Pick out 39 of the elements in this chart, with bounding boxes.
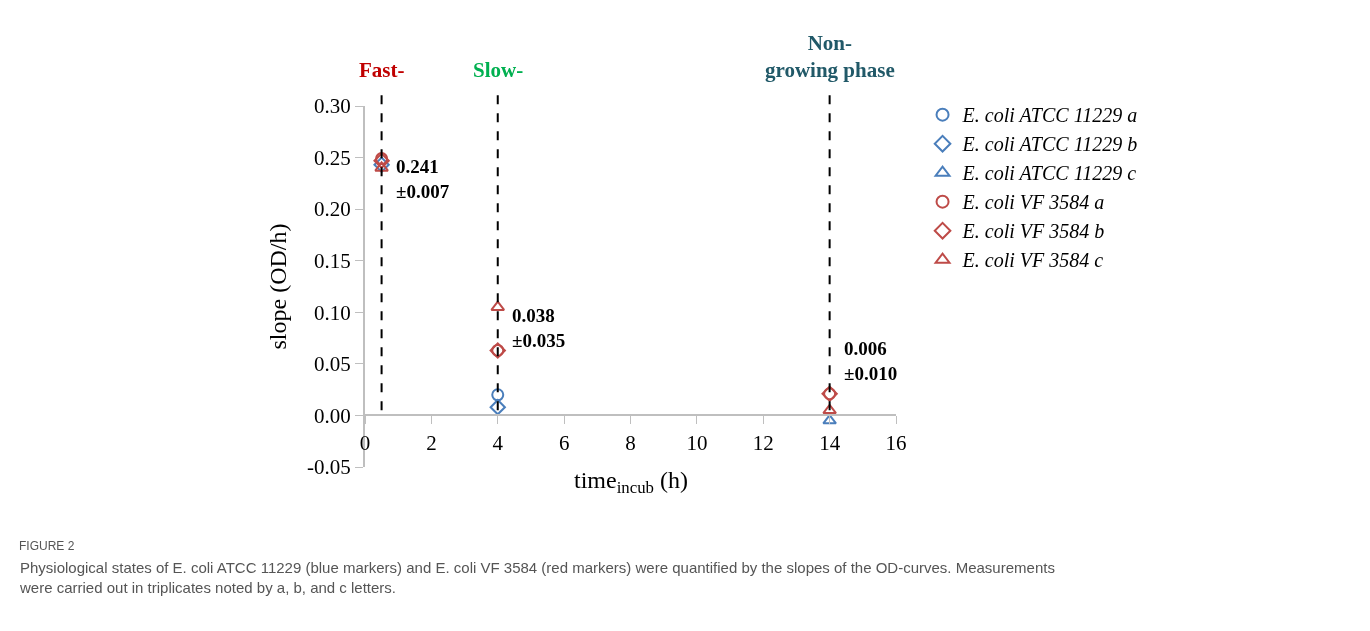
x-tick-label: 14 [819, 430, 841, 455]
x-axis-title: time$_{incub}$ (h) [574, 467, 688, 498]
y-tick-label: 0.20 [314, 197, 351, 222]
x-tick-label: 0 [359, 430, 371, 455]
legend-label: E. coli VF 3584 b [961, 220, 1105, 243]
x-tick-label: 4 [492, 430, 504, 455]
y-tick-label: 0.25 [314, 145, 351, 170]
x-tick-label: 6 [558, 430, 570, 455]
point [373, 156, 390, 173]
x-tick-label: 8 [625, 430, 636, 455]
point [491, 388, 505, 402]
legend-label: E. coli ATCC 11229 b [961, 133, 1138, 156]
annotation: 0.241 ±0.007 [396, 156, 450, 202]
legend-label: E. coli ATCC 11229 c [961, 162, 1137, 185]
text: Physiological states of E. coli ATCC 11229 (blue markers) and E. coli VF 3584 (red markers) were quantified by the slopes of the OD-curves. Measurements were carried out in triplicates noted by a, b, and c letters. [19, 559, 1055, 596]
ref-line-label: Fast- [359, 58, 405, 82]
legend-label: E. coli VF 3584 c [961, 249, 1104, 272]
y-tick-label: -0.05 [307, 455, 351, 480]
x-tick-label: 12 [752, 430, 774, 455]
x-tick-label: 10 [686, 430, 708, 455]
ref-line-label: Non- growing phase [765, 31, 895, 83]
caption: FIGURE 2 [19, 539, 75, 553]
y-tick-label: 0.30 [314, 94, 351, 119]
point [374, 161, 389, 172]
legend-label: E. coli VF 3584 a [961, 191, 1105, 214]
y-tick-label: 0.15 [314, 249, 351, 274]
point [822, 403, 837, 415]
annotation: 0.006 ±0.010 [844, 338, 898, 384]
legend-label: E. coli ATCC 11229 a [961, 104, 1138, 127]
ref-line-label: Slow- [473, 58, 524, 82]
x-tick-label: 2 [426, 430, 437, 455]
point [489, 399, 506, 416]
annotation: 0.038 ±0.035 [512, 305, 566, 351]
y-tick-label: 0.00 [314, 403, 351, 428]
y-tick-label: 0.05 [314, 352, 351, 377]
point [822, 414, 837, 425]
x-tick-label: 16 [885, 430, 907, 455]
y-tick-label: 0.10 [314, 300, 351, 325]
y-axis-title: slope (OD/h) [264, 223, 291, 350]
